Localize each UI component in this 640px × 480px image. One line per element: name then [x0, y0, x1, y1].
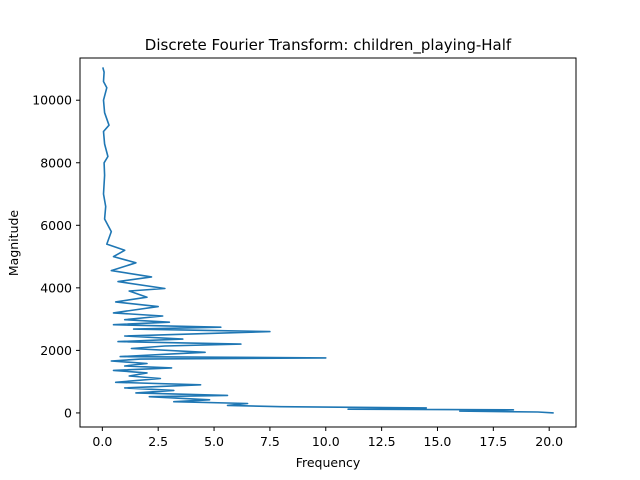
x-tick-label: 0.0: [92, 434, 112, 449]
y-tick-label: 0: [64, 405, 72, 420]
y-tick-label: 4000: [40, 280, 72, 295]
series-line-0: [102, 67, 554, 414]
x-tick-label: 20.0: [535, 434, 563, 449]
y-tick-label: 10000: [32, 93, 72, 108]
x-tick-label: 12.5: [368, 434, 396, 449]
y-tick-label: 6000: [40, 218, 72, 233]
x-tick-label: 2.5: [148, 434, 168, 449]
plot-frame: [79, 57, 577, 428]
x-tick-label: 17.5: [479, 434, 507, 449]
y-axis-label: Magnitude: [6, 210, 21, 277]
y-tick-label: 8000: [40, 155, 72, 170]
x-axis: 0.0 2.5 5.0 7.5 10.0 12.5 15.0 17.5 20.0: [92, 427, 563, 449]
y-tick-label: 2000: [40, 343, 72, 358]
x-axis-label: Frequency: [296, 455, 361, 470]
x-tick-label: 15.0: [424, 434, 452, 449]
x-tick-label: 7.5: [260, 434, 280, 449]
x-tick-label: 5.0: [204, 434, 224, 449]
chart-title: Discrete Fourier Transform: children_pla…: [145, 36, 512, 55]
x-tick-label: 10.0: [312, 434, 340, 449]
y-axis: 0 2000 4000 6000 8000 10000: [32, 93, 80, 420]
series-layer: [102, 67, 554, 414]
